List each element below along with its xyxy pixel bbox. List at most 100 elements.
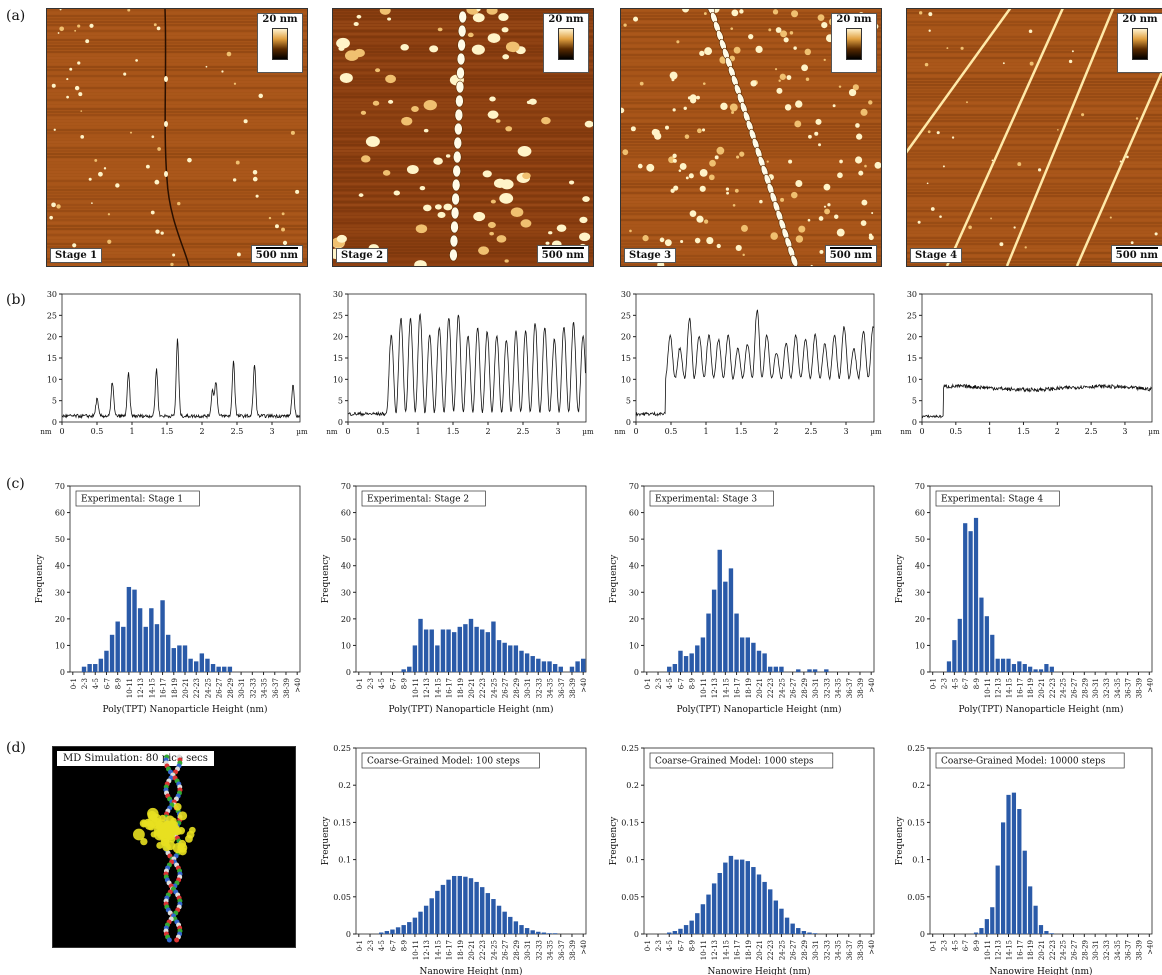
bar — [1011, 664, 1017, 672]
chart-title: Experimental: Stage 3 — [655, 495, 757, 505]
x-tick-label: 18-19 — [457, 678, 465, 698]
bar — [536, 931, 541, 934]
y-tick-label: 70 — [629, 482, 639, 491]
chart-title: Experimental: Stage 2 — [367, 495, 469, 505]
x-tick-label: 6-7 — [677, 940, 685, 951]
bar — [678, 928, 683, 934]
x-tick-label: 30-31 — [1092, 940, 1100, 960]
bar — [474, 881, 479, 934]
bar — [480, 629, 485, 672]
bar — [683, 925, 689, 934]
chart-title-box — [935, 752, 1125, 769]
y-axis-label: nm — [326, 428, 338, 436]
md-simulation-label: MD Simulation: 80 pico secs — [57, 751, 214, 766]
x-tick-label: 38-39 — [569, 940, 577, 960]
x-tick-label: 0 — [633, 427, 638, 436]
y-tick-label: 20 — [341, 615, 351, 624]
bar — [165, 634, 171, 672]
y-axis-label: Frequency — [321, 816, 331, 866]
bar — [779, 908, 784, 934]
x-tick-label: >40 — [294, 678, 302, 693]
x-tick-label: 2.5 — [517, 427, 530, 436]
y-tick-label: 5 — [338, 397, 343, 406]
x-axis-label: µm — [296, 428, 308, 436]
x-tick-label: 16-17 — [446, 940, 454, 960]
bar — [1000, 822, 1006, 934]
x-tick-label: 10-11 — [984, 940, 992, 960]
profile-chart-stage1: 0 5 10 15 20 25 30 0 0.5 1 1.5 2 2.5 3 nm µm — [40, 290, 308, 436]
bar — [745, 637, 750, 672]
bar — [790, 923, 795, 934]
y-tick-label: 20 — [333, 333, 343, 342]
x-tick-label: 16-17 — [160, 678, 168, 698]
x-tick-label: 12-13 — [137, 678, 145, 698]
bar — [672, 931, 678, 934]
bar — [1044, 664, 1049, 672]
x-tick-label: 12-13 — [423, 678, 431, 698]
bar — [182, 645, 188, 672]
x-tick-label: 26-27 — [216, 678, 224, 698]
x-tick-label: 1 — [129, 427, 134, 436]
x-tick-label: 38-39 — [857, 678, 865, 698]
plot-frame — [929, 747, 1153, 935]
x-tick-label: 18-19 — [457, 940, 465, 960]
afm-image-stage2: 20 nm Stage 2 500 nm — [332, 8, 594, 267]
x-axis-label: Poly(TPT) Nanoparticle Height (nm) — [959, 704, 1124, 715]
y-tick-label: 0.25 — [907, 744, 925, 753]
x-tick-label: 26-27 — [1070, 678, 1078, 698]
histogram-stage2: 0 10 20 30 40 50 60 70 0-1 2-3 4-5 6-7 8-9 10-11 12-13… — [321, 482, 588, 715]
bar — [695, 645, 700, 672]
x-tick-label: 0-1 — [356, 678, 364, 689]
bar — [723, 862, 728, 934]
bar — [1022, 850, 1027, 934]
bar — [706, 613, 711, 672]
y-tick-label: 5 — [626, 397, 631, 406]
y-tick-label: 0.2 — [626, 781, 639, 790]
x-tick-label: 22-23 — [1049, 940, 1057, 960]
bar — [984, 616, 989, 672]
bar — [963, 523, 968, 672]
x-tick-label: 12-13 — [995, 678, 1003, 698]
bar — [474, 626, 479, 672]
x-tick-label: >40 — [580, 678, 588, 693]
bar — [812, 669, 818, 672]
bar — [429, 898, 434, 934]
y-tick-label: 0.1 — [626, 856, 639, 865]
bar — [401, 669, 406, 672]
y-tick-label: 15 — [333, 354, 343, 363]
x-tick-label: 3 — [843, 427, 848, 436]
x-tick-label: 0-1 — [930, 678, 938, 689]
x-tick-label: 2 — [773, 427, 778, 436]
x-tick-label: 28-29 — [801, 940, 809, 960]
x-tick-label: 30-31 — [1092, 678, 1100, 698]
bar — [1044, 931, 1049, 934]
x-tick-label: 28-29 — [1081, 940, 1089, 960]
y-axis-label: nm — [40, 428, 52, 436]
x-tick-label: 16-17 — [1016, 678, 1024, 698]
x-tick-label: 10-11 — [126, 678, 134, 698]
bar — [745, 861, 750, 934]
y-tick-label: 0 — [60, 668, 65, 677]
x-tick-label: 38-39 — [1135, 678, 1143, 698]
x-tick-label: 1.5 — [447, 427, 460, 436]
y-tick-label: 0 — [346, 668, 351, 677]
bar — [957, 618, 962, 672]
bar — [812, 933, 818, 934]
bar — [524, 928, 530, 934]
x-tick-label: 36-37 — [558, 678, 566, 698]
chart-title: Experimental: Stage 1 — [81, 495, 183, 505]
bar — [440, 884, 446, 934]
bar — [807, 669, 812, 672]
bar — [756, 874, 762, 934]
x-tick-label: 18-19 — [745, 678, 753, 698]
bar — [149, 608, 154, 672]
bar — [1049, 933, 1054, 934]
scale-bar: 500 nm — [824, 245, 877, 263]
bar — [395, 927, 401, 934]
afm-topography — [621, 9, 881, 266]
bar — [451, 632, 457, 672]
bar — [824, 669, 829, 672]
x-tick-label: 8-9 — [689, 940, 697, 951]
y-tick-label: 5 — [52, 397, 57, 406]
chart-title: Experimental: Stage 4 — [941, 495, 1043, 505]
